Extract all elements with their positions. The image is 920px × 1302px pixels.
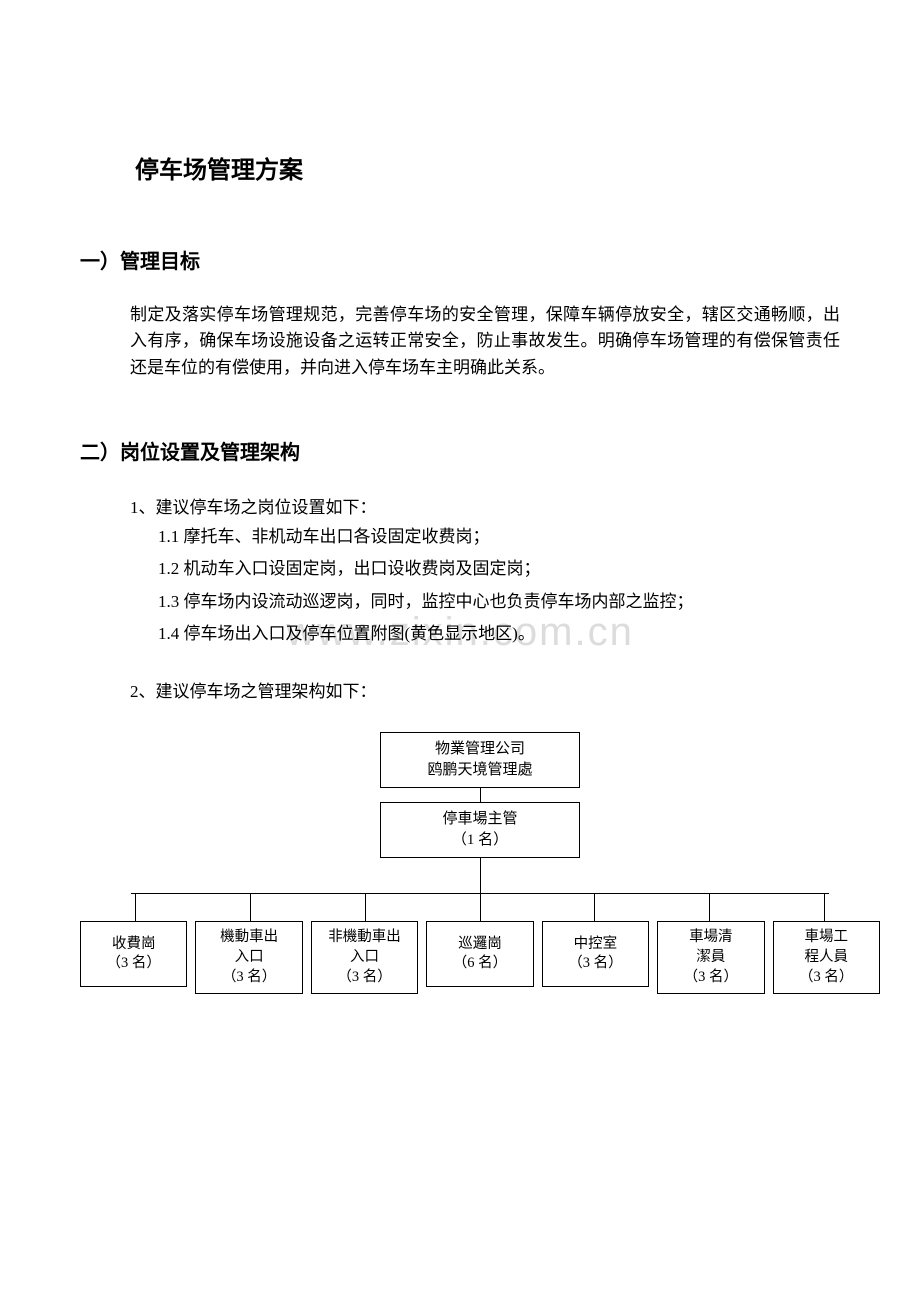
org-leaf-5-line2: 潔員 bbox=[660, 948, 761, 968]
org-top-box: 物業管理公司 鸥鹏天境管理處 bbox=[380, 732, 580, 788]
org-leaf-0-line1: 收費崗 bbox=[83, 935, 184, 955]
org-mid-box: 停車場主管 （1 名） bbox=[380, 802, 580, 858]
org-leaf-6: 車場工 程人員 （3 名） bbox=[773, 921, 880, 994]
org-leaf-5-line3: （3 名） bbox=[660, 968, 761, 988]
list-item-2: 2、建议停车场之管理架构如下： bbox=[130, 677, 840, 702]
sub-item-1-3: 1.3 停车场内设流动巡逻岗，同时，监控中心也负责停车场内部之监控； bbox=[158, 589, 840, 615]
org-leaf-3-line2: （6 名） bbox=[429, 954, 530, 974]
org-connector-mid-down bbox=[480, 858, 481, 893]
org-leaf-6-line1: 車場工 bbox=[776, 928, 877, 948]
org-leaf-5: 車場清 潔員 （3 名） bbox=[657, 921, 764, 994]
org-leaf-1-line3: （3 名） bbox=[198, 968, 299, 988]
org-chart: 物業管理公司 鸥鹏天境管理處 停車場主管 （1 名） 收費崗 bbox=[80, 732, 880, 994]
org-leaf-4: 中控室 （3 名） bbox=[542, 921, 649, 987]
org-connector-top-mid bbox=[480, 788, 481, 802]
org-leaf-6-line3: （3 名） bbox=[776, 968, 877, 988]
sub-item-1-1: 1.1 摩托车、非机动车出口各设固定收费岗； bbox=[158, 524, 840, 550]
org-leaf-1-line1: 機動車出 bbox=[198, 928, 299, 948]
section-2-heading: 二）岗位设置及管理架构 bbox=[80, 436, 840, 465]
org-leaf-2-line1: 非機動車出 bbox=[314, 928, 415, 948]
document-title: 停车场管理方案 bbox=[135, 150, 840, 185]
org-leaf-0-line2: （3 名） bbox=[83, 954, 184, 974]
org-leaf-6-line2: 程人員 bbox=[776, 948, 877, 968]
list-item-1-lead: 1、建议停车场之岗位设置如下： bbox=[130, 493, 840, 518]
org-leaf-1: 機動車出 入口 （3 名） bbox=[195, 921, 302, 994]
sub-item-1-4: 1.4 停车场出入口及停车位置附图(黄色显示地区)。 bbox=[158, 621, 840, 647]
org-leaf-2-line3: （3 名） bbox=[314, 968, 415, 988]
section-1-heading: 一）管理目标 bbox=[80, 245, 840, 274]
org-leaf-5-line1: 車場清 bbox=[660, 928, 761, 948]
org-leaf-row: 收費崗 （3 名） 機動車出 入口 （3 名） 非機動車出 入口 （3 名） bbox=[80, 921, 880, 994]
org-leaf-2: 非機動車出 入口 （3 名） bbox=[311, 921, 418, 994]
org-top-line2: 鸥鹏天境管理處 bbox=[385, 760, 575, 781]
section-1-paragraph: 制定及落实停车场管理规范，完善停车场的安全管理，保障车辆停放安全，辖区交通畅顺，… bbox=[130, 302, 840, 381]
org-mid-line2: （1 名） bbox=[385, 830, 575, 851]
list-item-1: 1、建议停车场之岗位设置如下： 1.1 摩托车、非机动车出口各设固定收费岗； 1… bbox=[130, 493, 840, 647]
org-connector-horizontal bbox=[80, 893, 880, 921]
org-leaf-1-line2: 入口 bbox=[198, 948, 299, 968]
org-leaf-3-line1: 巡邏崗 bbox=[429, 935, 530, 955]
org-leaf-0: 收費崗 （3 名） bbox=[80, 921, 187, 987]
org-leaf-4-line1: 中控室 bbox=[545, 935, 646, 955]
list-item-2-lead: 2、建议停车场之管理架构如下： bbox=[130, 677, 840, 702]
org-leaf-4-line2: （3 名） bbox=[545, 954, 646, 974]
org-leaf-3: 巡邏崗 （6 名） bbox=[426, 921, 533, 987]
sub-item-1-2: 1.2 机动车入口设固定岗，出口设收费岗及固定岗； bbox=[158, 556, 840, 582]
org-mid-line1: 停車場主管 bbox=[385, 809, 575, 830]
org-leaf-2-line2: 入口 bbox=[314, 948, 415, 968]
org-top-line1: 物業管理公司 bbox=[385, 739, 575, 760]
